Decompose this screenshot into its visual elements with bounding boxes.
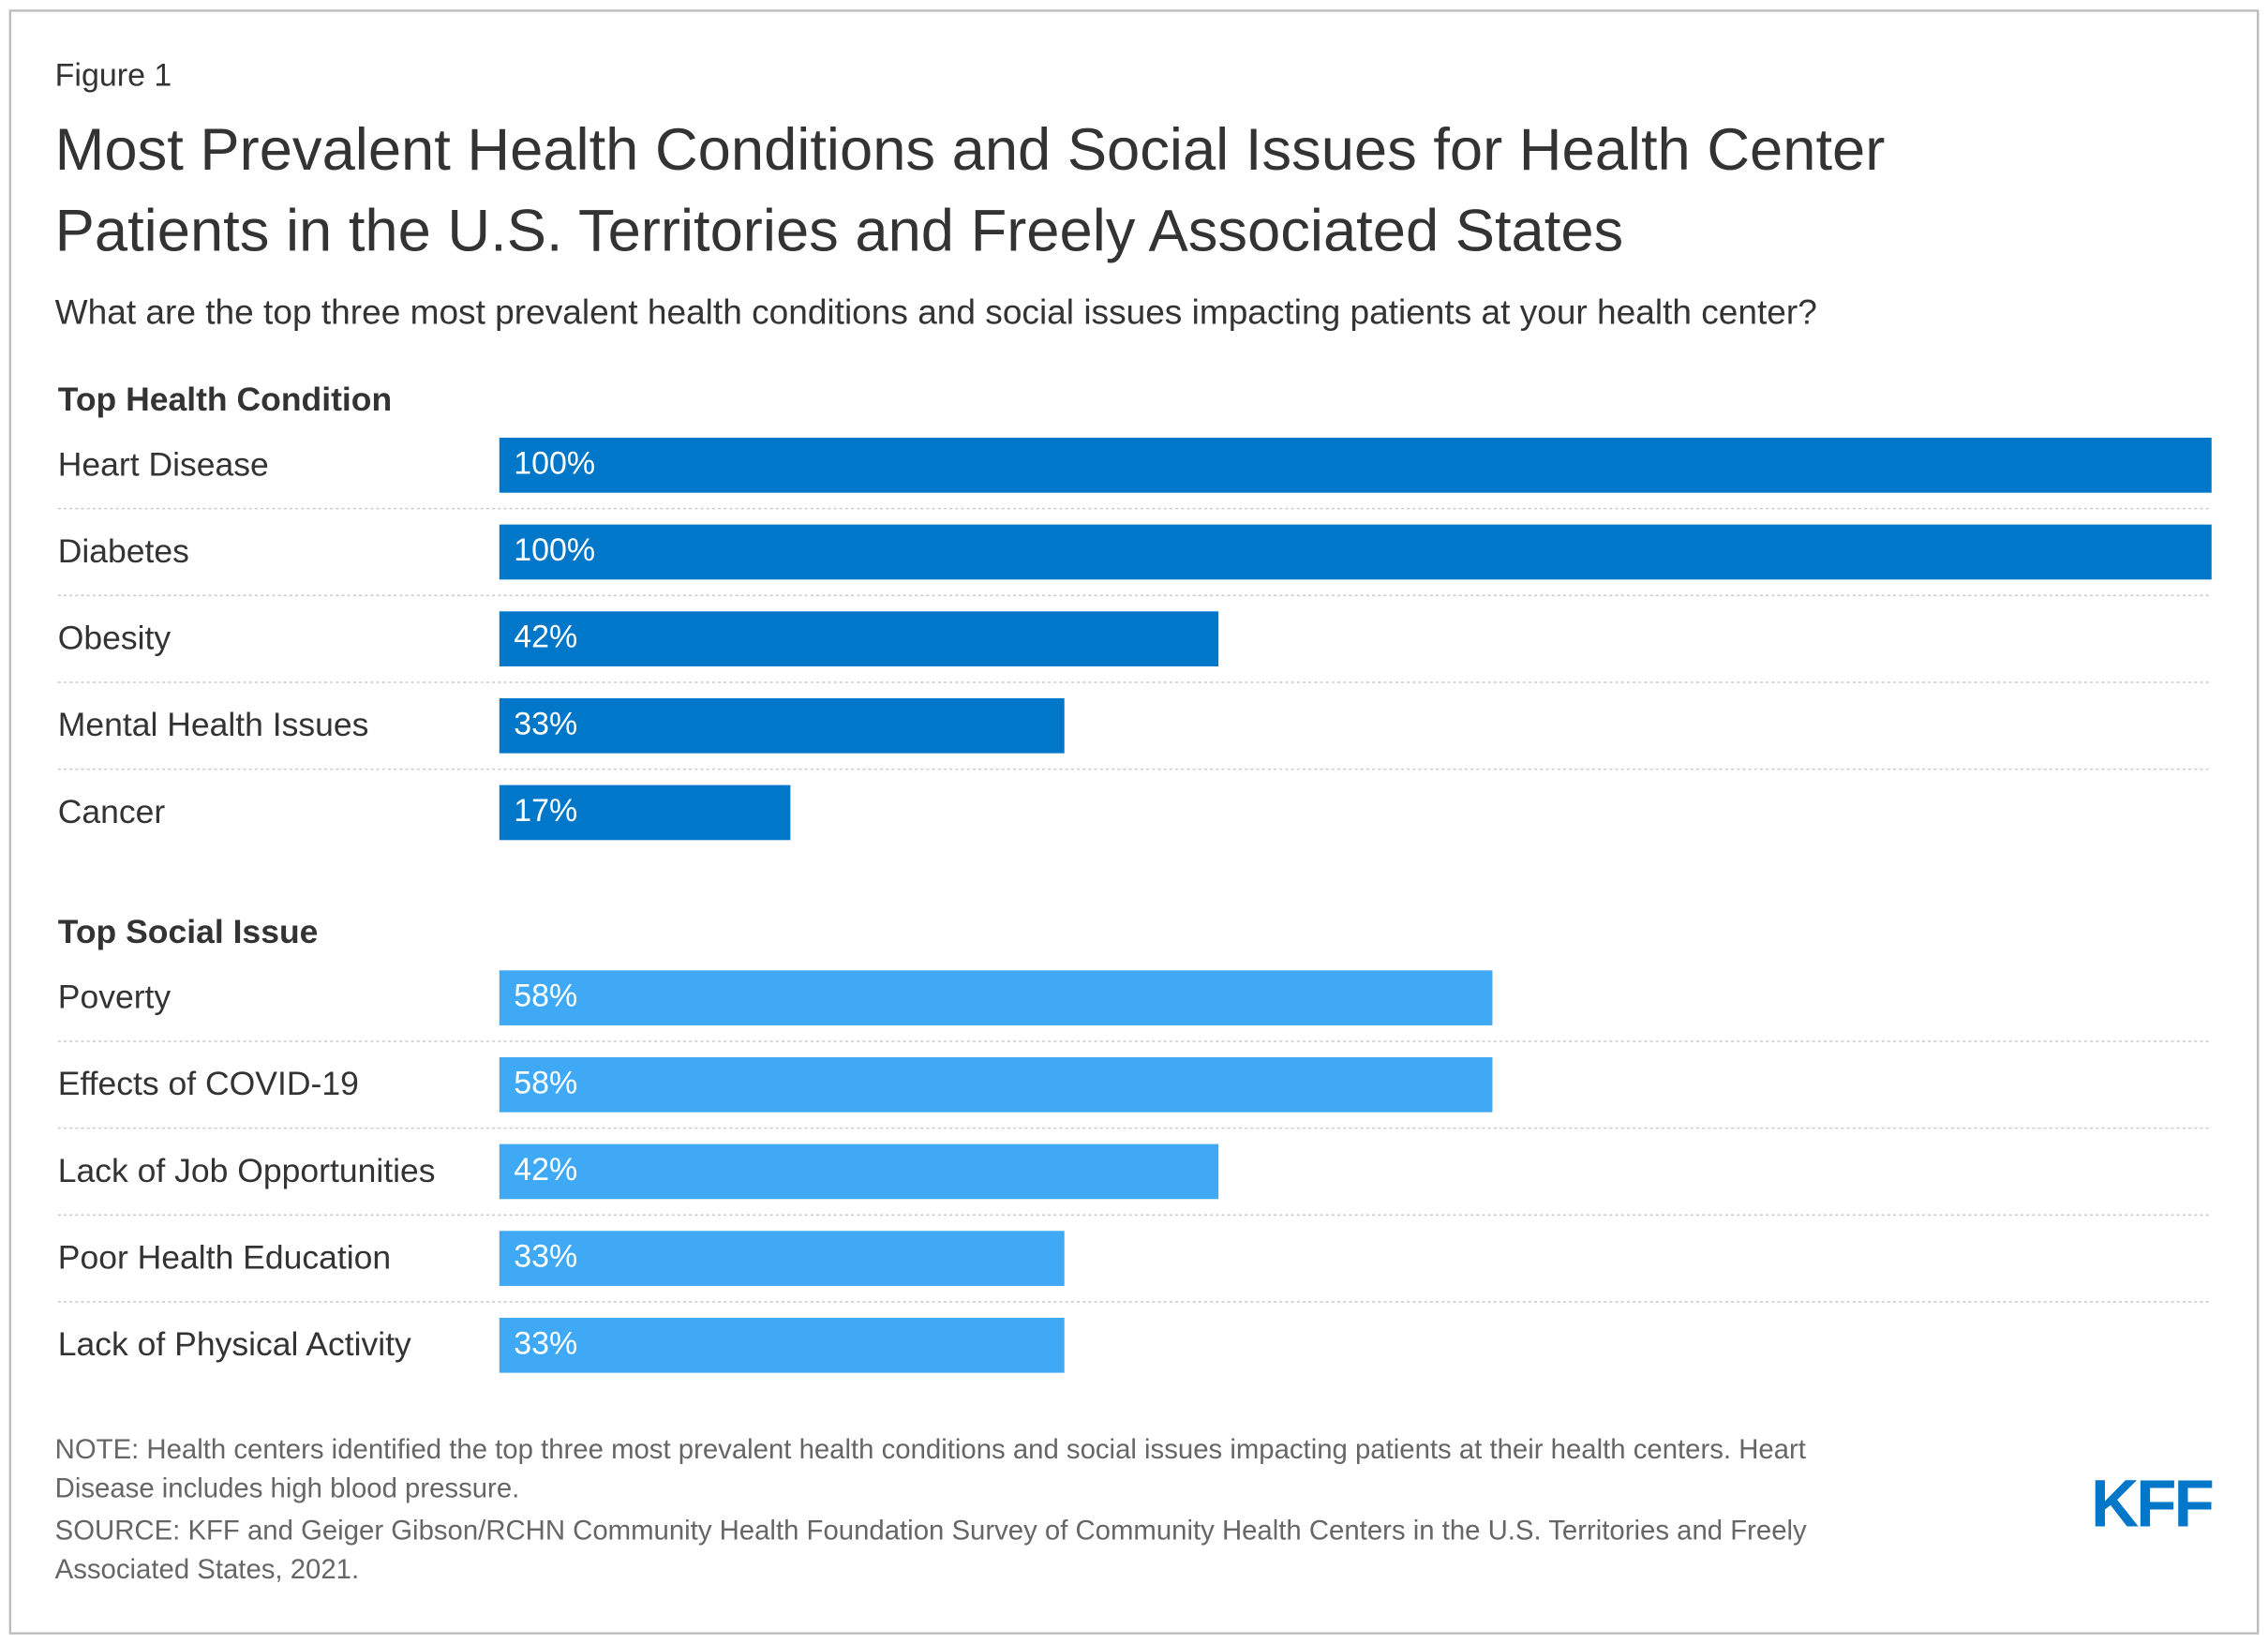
figure-label: Figure 1 bbox=[55, 57, 172, 93]
category-label: Lack of Job Opportunities bbox=[58, 1152, 436, 1189]
note: NOTE: Health centers identified the top … bbox=[55, 1434, 1806, 1465]
category-label: Obesity bbox=[58, 620, 172, 657]
group-title: Top Social Issue bbox=[58, 913, 319, 950]
frame bbox=[8, 9, 2260, 1635]
category-label: Effects of COVID-19 bbox=[58, 1065, 359, 1102]
value-label: 58% bbox=[514, 979, 577, 1014]
category-label: Lack of Physical Activity bbox=[58, 1325, 411, 1363]
source: Associated States, 2021. bbox=[55, 1554, 359, 1585]
bar bbox=[499, 1317, 1065, 1373]
value-label: 33% bbox=[514, 1239, 577, 1275]
chart-title: Most Prevalent Health Conditions and Soc… bbox=[55, 117, 1886, 183]
bar bbox=[499, 1143, 1219, 1200]
source: SOURCE: KFF and Geiger Gibson/RCHN Commu… bbox=[55, 1515, 1807, 1546]
value-label: 42% bbox=[514, 1152, 577, 1188]
chart-subtitle: What are the top three most prevalent he… bbox=[55, 292, 1817, 332]
bar bbox=[499, 611, 1219, 666]
bar bbox=[499, 1231, 1065, 1286]
category-label: Poor Health Education bbox=[58, 1239, 391, 1277]
value-label: 42% bbox=[514, 620, 577, 655]
bar bbox=[499, 1056, 1493, 1113]
bar bbox=[499, 437, 2212, 493]
value-label: 58% bbox=[514, 1065, 577, 1100]
bar bbox=[499, 697, 1065, 754]
bar bbox=[499, 970, 1493, 1025]
bar bbox=[499, 785, 791, 841]
value-label: 100% bbox=[514, 532, 595, 568]
value-label: 17% bbox=[514, 793, 577, 829]
category-label: Poverty bbox=[58, 979, 172, 1016]
value-label: 100% bbox=[514, 445, 595, 481]
category-label: Mental Health Issues bbox=[58, 706, 369, 743]
category-label: Heart Disease bbox=[58, 445, 269, 483]
value-label: 33% bbox=[514, 706, 577, 741]
group-title: Top Health Condition bbox=[58, 381, 392, 418]
logo: KFF bbox=[2091, 1468, 2213, 1542]
category-label: Cancer bbox=[58, 793, 166, 830]
bar bbox=[499, 524, 2212, 580]
category-label: Diabetes bbox=[58, 532, 189, 570]
chart-title: Patients in the U.S. Territories and Fre… bbox=[55, 198, 1624, 263]
note: Disease includes high blood pressure. bbox=[55, 1472, 520, 1503]
value-label: 33% bbox=[514, 1325, 577, 1361]
